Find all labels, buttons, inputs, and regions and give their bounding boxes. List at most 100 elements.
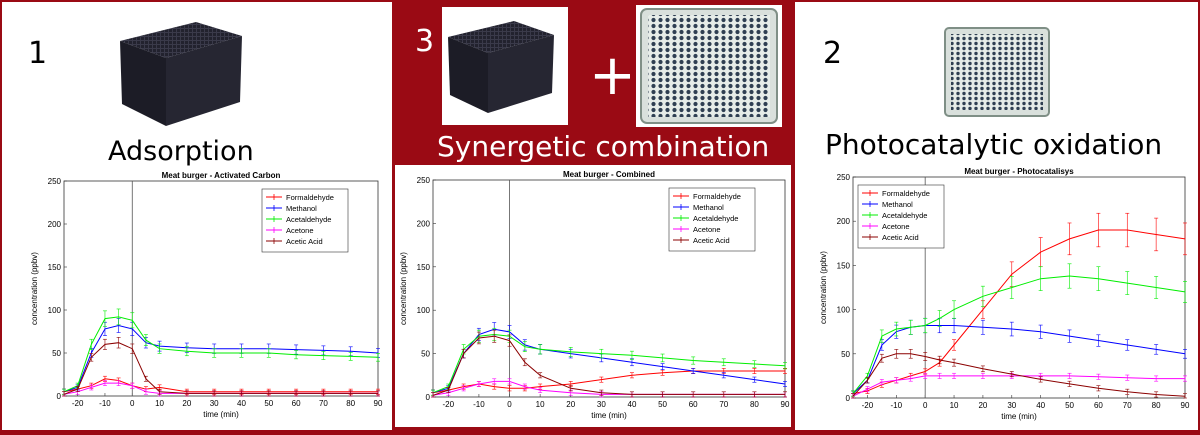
y-axis-label: concentration (ppbv) (30, 252, 39, 325)
legend-label: Methanol (693, 203, 724, 212)
photocatalysis-panel: 2 Photocatalytic oxidation Meat burger -… (795, 2, 1198, 430)
x-tick-label: 80 (346, 399, 355, 408)
legend-label: Acetone (286, 226, 314, 235)
y-tick-label: 200 (837, 217, 851, 226)
series-line (852, 375, 1185, 397)
y-tick-label: 200 (48, 220, 62, 229)
x-tick-label: 70 (319, 399, 328, 408)
x-tick-label: -20 (862, 401, 874, 410)
activated-carbon-photo (442, 7, 568, 125)
legend-label: Acetic Acid (882, 233, 919, 242)
chart-title: Meat burger - Photocatalisys (964, 167, 1074, 176)
carbon-block-icon (448, 21, 554, 113)
legend-label: Acetaldehyde (286, 215, 331, 224)
x-tick-label: 20 (182, 399, 191, 408)
x-tick-label: 20 (978, 401, 987, 410)
series-line (63, 324, 379, 393)
x-tick-label: 30 (210, 399, 219, 408)
y-tick-label: 50 (841, 350, 850, 359)
legend-label: Acetone (693, 225, 721, 234)
x-tick-label: 60 (689, 400, 698, 409)
y-tick-label: 100 (48, 306, 62, 315)
x-tick-label: 20 (566, 400, 575, 409)
legend-label: Acetone (882, 222, 910, 231)
activated-carbon-photo (120, 22, 242, 126)
y-axis-label: concentration (ppbv) (819, 251, 828, 324)
legend-label: Acetaldehyde (882, 211, 927, 220)
legend-label: Formaldehyde (286, 193, 334, 202)
y-tick-label: 0 (426, 393, 431, 402)
legend-label: Acetaldehyde (693, 214, 738, 223)
plus-sign: + (589, 43, 636, 108)
y-tick-label: 100 (837, 306, 851, 315)
series-line (852, 325, 1186, 394)
x-tick-label: 60 (292, 399, 301, 408)
x-tick-label: 0 (923, 401, 928, 410)
y-tick-label: 50 (52, 349, 61, 358)
y-tick-label: 250 (48, 177, 62, 186)
x-tick-label: 40 (237, 399, 246, 408)
panel-number: 1 (28, 36, 48, 71)
x-tick-label: 50 (658, 400, 667, 409)
photocatalyst-photo (636, 5, 782, 127)
x-tick-label: 40 (628, 400, 637, 409)
y-tick-label: 150 (417, 263, 431, 272)
panel-title: Photocatalytic oxidation (825, 128, 1163, 161)
photocatalyst-photo (944, 27, 1050, 117)
legend-label: Formaldehyde (693, 192, 741, 201)
adsorption-panel: 1 Adsorption Meat burger - Activated Car… (2, 2, 392, 430)
x-tick-label: 90 (1181, 401, 1190, 410)
synergetic-panel: 3 + Synerg (393, 2, 793, 430)
x-tick-label: 70 (1123, 401, 1132, 410)
x-tick-label: 0 (507, 400, 512, 409)
y-tick-label: 250 (417, 176, 431, 185)
series-line (63, 316, 379, 393)
x-tick-label: 30 (1007, 401, 1016, 410)
x-tick-label: 10 (536, 400, 545, 409)
x-tick-label: 90 (374, 399, 383, 408)
x-tick-label: 80 (1152, 401, 1161, 410)
x-tick-label: 60 (1094, 401, 1103, 410)
x-tick-label: -10 (99, 399, 111, 408)
chart-title: Meat burger - Combined (563, 170, 655, 179)
y-tick-label: 200 (417, 219, 431, 228)
x-tick-label: 80 (750, 400, 759, 409)
legend-label: Methanol (882, 200, 913, 209)
x-axis-label: time (min) (591, 411, 627, 420)
chart-photocatalysis: Meat burger - Photocatalisys050100150200… (819, 167, 1190, 421)
x-tick-label: 40 (1036, 401, 1045, 410)
y-axis-label: concentration (ppbv) (399, 252, 408, 325)
x-tick-label: 70 (719, 400, 728, 409)
y-tick-label: 150 (48, 263, 62, 272)
x-tick-label: 10 (155, 399, 164, 408)
y-tick-label: 0 (846, 394, 851, 403)
legend-label: Formaldehyde (882, 189, 930, 198)
x-tick-label: 90 (781, 400, 790, 409)
series-line (432, 335, 785, 396)
x-tick-label: -10 (473, 400, 485, 409)
x-tick-label: -20 (443, 400, 455, 409)
chart-activated-carbon: Meat burger - Activated Carbon 0 50 100 150 2… (30, 171, 383, 419)
series-line (432, 333, 786, 394)
legend-label: Acetic Acid (286, 237, 323, 246)
x-tick-label: 30 (597, 400, 606, 409)
x-axis-label: time (min) (1001, 412, 1037, 421)
series-line (852, 353, 1186, 397)
y-tick-label: 100 (417, 306, 431, 315)
chart-combined: Meat burger - Combined050100150200250-20… (399, 170, 790, 420)
x-tick-label: 50 (264, 399, 273, 408)
x-tick-label: -10 (891, 401, 903, 410)
y-tick-label: 250 (837, 173, 851, 182)
y-tick-label: 150 (837, 261, 851, 270)
panel-title: Adsorption (108, 136, 254, 167)
series-line (852, 275, 1186, 394)
series-line (63, 378, 378, 393)
series-line (432, 328, 786, 394)
legend-label: Methanol (286, 204, 317, 213)
panel-number: 3 (415, 24, 435, 59)
x-tick-label: 50 (1065, 401, 1074, 410)
x-tick-label: 0 (130, 399, 135, 408)
chart-title: Meat burger - Activated Carbon (162, 171, 281, 180)
honeycomb-ceramic-icon (640, 8, 778, 124)
series-line (432, 370, 785, 394)
